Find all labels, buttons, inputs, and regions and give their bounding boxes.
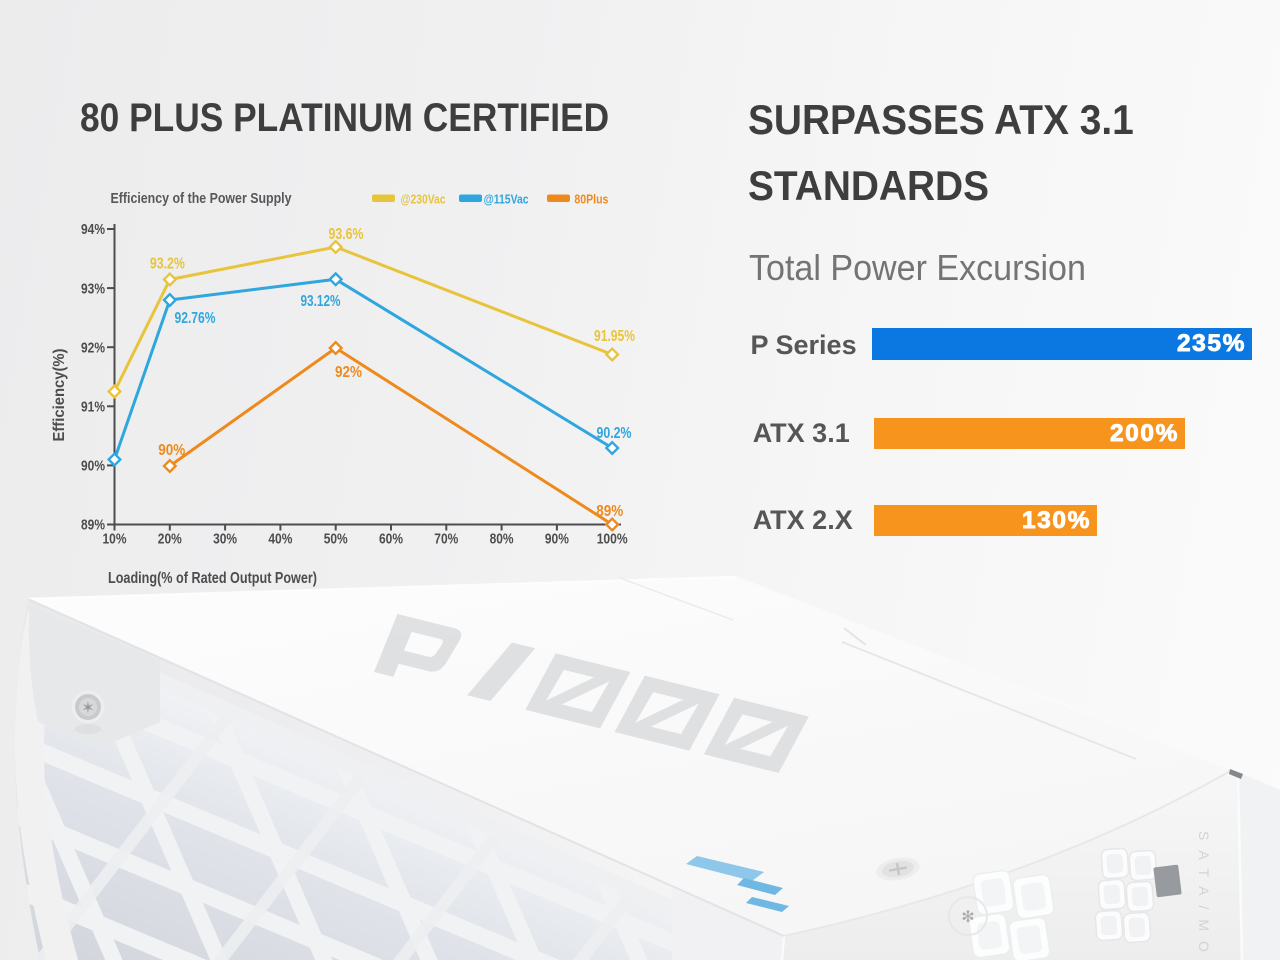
svg-text:92%: 92%	[81, 340, 105, 356]
svg-text:89%: 89%	[596, 503, 623, 520]
svg-text:93.6%: 93.6%	[329, 226, 364, 243]
svg-text:94%: 94%	[81, 222, 105, 238]
svg-text:91%: 91%	[81, 400, 105, 416]
svg-text:✶: ✶	[81, 700, 94, 717]
svg-text:Efficiency of the Power Supply: Efficiency of the Power Supply	[111, 190, 293, 207]
svg-text:90%: 90%	[545, 532, 569, 548]
svg-text:20%: 20%	[158, 532, 182, 548]
svg-text:80%: 80%	[490, 532, 514, 548]
svg-text:10%: 10%	[103, 532, 127, 548]
svg-text:90%: 90%	[158, 442, 185, 459]
svg-text:90%: 90%	[81, 459, 105, 475]
svg-text:92.76%: 92.76%	[175, 310, 216, 327]
svg-text:90.2%: 90.2%	[597, 425, 632, 442]
svg-text:@230Vac: @230Vac	[401, 193, 446, 207]
svg-text:92%: 92%	[335, 364, 362, 381]
svg-text:@115Vac: @115Vac	[484, 193, 529, 207]
svg-text:93.2%: 93.2%	[150, 255, 185, 272]
svg-text:40%: 40%	[268, 532, 292, 548]
svg-text:89%: 89%	[81, 518, 105, 534]
svg-text:60%: 60%	[379, 532, 403, 548]
svg-text:70%: 70%	[434, 532, 458, 548]
svg-text:80Plus: 80Plus	[574, 193, 608, 207]
svg-text:Loading(% of Rated Output Powe: Loading(% of Rated Output Power)	[108, 570, 317, 587]
svg-text:30%: 30%	[213, 532, 237, 548]
svg-text:Efficiency(%): Efficiency(%)	[51, 349, 68, 442]
svg-text:50%: 50%	[324, 532, 348, 548]
svg-text:93%: 93%	[81, 281, 105, 297]
svg-text:93.12%: 93.12%	[301, 293, 341, 310]
svg-text:91.95%: 91.95%	[594, 328, 635, 345]
svg-text:✻: ✻	[961, 909, 974, 926]
svg-text:SATA/MO: SATA/MO	[1196, 831, 1212, 960]
svg-text:100%: 100%	[597, 532, 628, 548]
